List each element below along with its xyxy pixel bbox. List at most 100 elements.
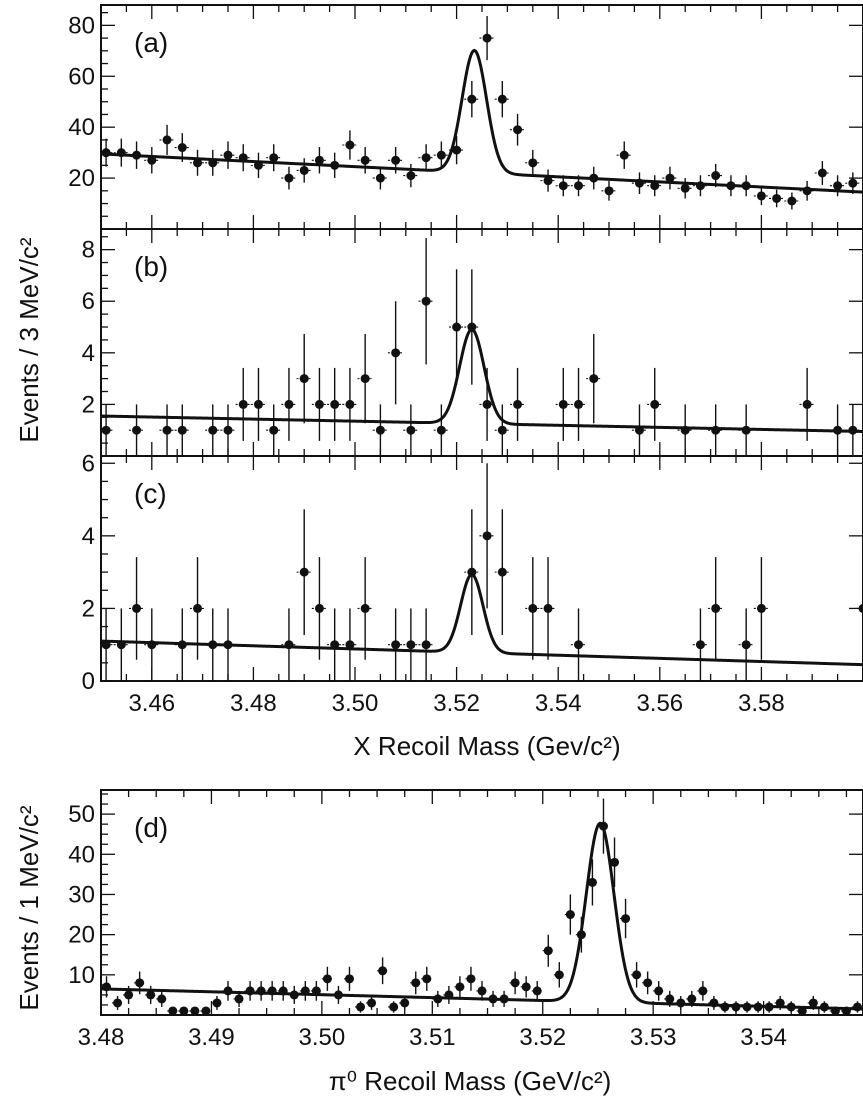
data-point bbox=[344, 974, 354, 984]
data-point bbox=[299, 567, 309, 577]
data-point bbox=[482, 33, 492, 43]
data-point bbox=[797, 1006, 807, 1015]
data-point bbox=[817, 168, 827, 178]
data-point bbox=[330, 160, 340, 170]
data-point bbox=[726, 181, 736, 191]
panel-d: 10 20 30 40 50 (d) bbox=[68, 789, 863, 1016]
data-point bbox=[574, 399, 584, 409]
data-point bbox=[345, 140, 355, 150]
data-point bbox=[482, 531, 492, 541]
data-point bbox=[521, 982, 531, 992]
y-tick-label: 40 bbox=[68, 841, 95, 868]
data-point bbox=[833, 425, 843, 435]
data-point bbox=[709, 998, 719, 1008]
data-point bbox=[643, 978, 653, 988]
fit-curve bbox=[101, 48, 863, 194]
data-point bbox=[720, 1002, 730, 1012]
data-point bbox=[391, 155, 401, 165]
data-point bbox=[299, 374, 309, 384]
data-point bbox=[116, 148, 126, 158]
data-point bbox=[147, 640, 157, 650]
data-point bbox=[543, 603, 553, 613]
data-point bbox=[147, 155, 157, 165]
data-point bbox=[619, 150, 629, 160]
data-point bbox=[589, 374, 599, 384]
data-point bbox=[330, 640, 340, 650]
data-point bbox=[208, 425, 218, 435]
y-tick-label: 2 bbox=[82, 595, 95, 622]
data-point bbox=[858, 603, 863, 613]
data-point bbox=[802, 186, 812, 196]
data-point bbox=[513, 125, 523, 135]
data-point bbox=[695, 640, 705, 650]
data-point bbox=[113, 998, 123, 1008]
data-point bbox=[741, 425, 751, 435]
lower-y-axis-title: Events / 1 MeV/c² bbox=[14, 805, 44, 1011]
data-point bbox=[311, 986, 321, 996]
data-point bbox=[389, 1002, 399, 1012]
data-point bbox=[284, 173, 294, 183]
data-point bbox=[543, 946, 553, 956]
plot-area bbox=[101, 798, 863, 1015]
data-point bbox=[830, 1006, 840, 1015]
panel-a: 20 40 60 80 (a) bbox=[68, 4, 863, 230]
data-point bbox=[819, 1002, 829, 1012]
data-point bbox=[193, 158, 203, 168]
data-point bbox=[300, 986, 310, 996]
panel-c: 0 2 4 6 (c) bbox=[82, 450, 863, 695]
data-point bbox=[756, 191, 766, 201]
data-point bbox=[135, 978, 145, 988]
data-point bbox=[711, 425, 721, 435]
data-point bbox=[565, 910, 575, 920]
x-tick-label: 3.56 bbox=[636, 690, 683, 717]
x-tick-label: 3.58 bbox=[738, 690, 785, 717]
data-point bbox=[367, 998, 377, 1008]
data-point bbox=[833, 181, 843, 191]
data-point bbox=[101, 640, 111, 650]
data-point bbox=[208, 158, 218, 168]
data-point bbox=[528, 158, 538, 168]
data-point bbox=[391, 640, 401, 650]
data-point bbox=[289, 990, 299, 1000]
data-point bbox=[532, 986, 542, 996]
upper-y-axis-title: Events / 3 MeV/c² bbox=[14, 237, 44, 443]
data-point bbox=[753, 1002, 763, 1012]
data-point bbox=[391, 348, 401, 358]
data-point bbox=[650, 181, 660, 191]
y-tick-label: 80 bbox=[68, 12, 95, 39]
data-point bbox=[680, 183, 690, 193]
data-point bbox=[201, 1006, 211, 1015]
data-point bbox=[101, 148, 111, 158]
data-point bbox=[558, 181, 568, 191]
data-point bbox=[356, 1002, 366, 1012]
y-tick-label: 6 bbox=[82, 288, 95, 315]
data-point bbox=[102, 982, 112, 992]
x-tick-label: 3.54 bbox=[740, 1024, 787, 1051]
data-point bbox=[554, 970, 564, 980]
data-point bbox=[786, 1002, 796, 1012]
data-point bbox=[238, 399, 248, 409]
data-point bbox=[772, 193, 782, 203]
data-point bbox=[698, 986, 708, 996]
data-point bbox=[146, 990, 156, 1000]
data-point bbox=[406, 171, 416, 181]
data-point bbox=[132, 425, 142, 435]
data-point bbox=[322, 974, 332, 984]
data-point bbox=[421, 640, 431, 650]
data-point bbox=[467, 94, 477, 104]
data-point bbox=[253, 399, 263, 409]
data-point bbox=[360, 374, 370, 384]
data-point bbox=[330, 399, 340, 409]
data-point bbox=[510, 978, 520, 988]
data-point bbox=[576, 930, 586, 940]
data-point bbox=[676, 998, 686, 1008]
x-tick-label: 3.50 bbox=[332, 690, 379, 717]
data-point bbox=[208, 640, 218, 650]
x-tick-label: 3.50 bbox=[299, 1024, 346, 1051]
plot-frame bbox=[100, 789, 863, 1016]
data-point bbox=[455, 982, 465, 992]
upper-x-axis-title: X Recoil Mass (Gev/c²) bbox=[353, 731, 620, 761]
data-point bbox=[162, 135, 172, 145]
data-point bbox=[314, 155, 324, 165]
plot-area bbox=[101, 238, 863, 456]
